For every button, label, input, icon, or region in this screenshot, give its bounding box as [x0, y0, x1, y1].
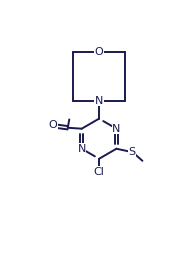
Text: Cl: Cl [94, 167, 105, 177]
Text: O: O [49, 120, 57, 130]
Text: N: N [112, 124, 121, 134]
Text: N: N [78, 144, 86, 154]
Text: S: S [129, 148, 136, 158]
Text: N: N [95, 96, 103, 106]
Text: O: O [95, 47, 103, 57]
